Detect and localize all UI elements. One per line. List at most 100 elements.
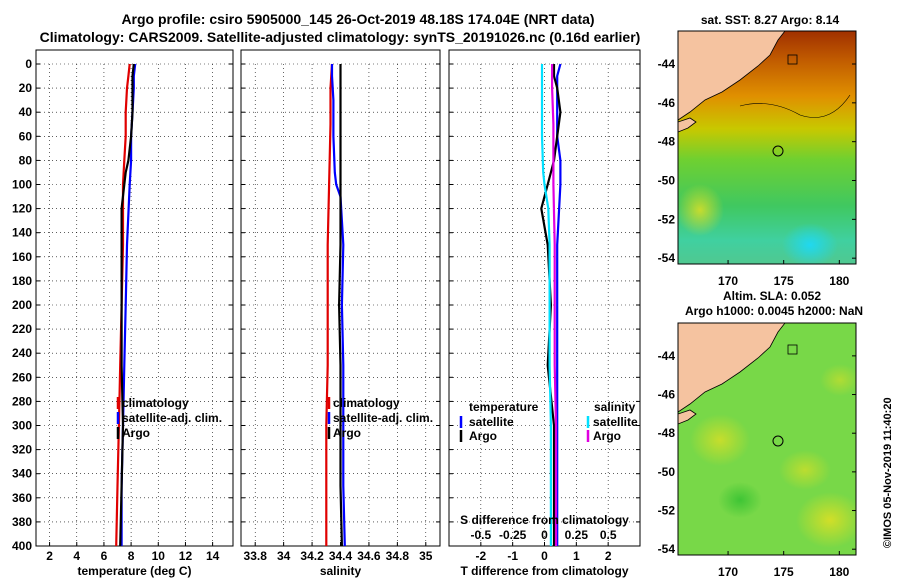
series-line bbox=[540, 64, 553, 546]
series-line bbox=[325, 63, 334, 546]
x-tick-label: 180 bbox=[829, 274, 849, 288]
x-tick-label: 33.8 bbox=[244, 549, 268, 563]
sst-map-title: sat. SST: 8.27 Argo: 8.14 bbox=[701, 13, 840, 27]
sst-cold-patch bbox=[782, 223, 838, 264]
sst-map-axes: 170 175 180 -44 -46 -48 -50 -52 -54 bbox=[658, 57, 856, 288]
y-tick-label: 400 bbox=[12, 539, 32, 553]
sla-map-axes: 170 175 180 -44 -46 -48 -50 -52 -54 bbox=[658, 349, 856, 579]
sst-land-stewart-island bbox=[678, 117, 697, 133]
y-tick-label: -44 bbox=[658, 57, 676, 71]
sla-patch-1 bbox=[690, 414, 750, 466]
sla-map-frame bbox=[677, 322, 857, 556]
x-tick-label: 10 bbox=[152, 549, 166, 563]
sst-chatham-marker bbox=[787, 54, 798, 65]
salinity-tick-label: 0.25 bbox=[565, 528, 589, 542]
sst-map bbox=[678, 31, 856, 264]
x-tick-label: 14 bbox=[206, 549, 220, 563]
sla-chatham-marker bbox=[787, 344, 798, 355]
y-tick-label: 320 bbox=[12, 443, 32, 457]
y-tick-label: -54 bbox=[658, 542, 676, 556]
series-line bbox=[337, 64, 343, 547]
x-tick-label: -1 bbox=[507, 549, 518, 563]
sla-patch-5 bbox=[820, 364, 856, 396]
y-tick-label: -50 bbox=[658, 465, 676, 479]
legend-label: Argo bbox=[593, 429, 621, 443]
y-tick-label: 340 bbox=[12, 467, 32, 481]
legend-label: satellite bbox=[593, 415, 638, 429]
x-tick-label: 34.2 bbox=[300, 549, 324, 563]
x-tick-label: 170 bbox=[718, 274, 738, 288]
sla-patch-4 bbox=[718, 482, 762, 518]
legend-label: Argo bbox=[469, 429, 497, 443]
salinity-tick-label: -0.25 bbox=[499, 528, 527, 542]
y-tick-label: -44 bbox=[658, 349, 676, 363]
x-tick-label: -2 bbox=[475, 549, 486, 563]
y-tick-label: 200 bbox=[12, 298, 32, 312]
x-tick-label: 1 bbox=[573, 549, 580, 563]
x-axis-label: salinity bbox=[320, 564, 362, 578]
x-tick-label: 170 bbox=[718, 565, 738, 579]
y-tick-label: 0 bbox=[25, 57, 32, 71]
sla-patch-2 bbox=[796, 492, 856, 548]
x-tick-label: 35 bbox=[419, 549, 433, 563]
x-tick-label: 12 bbox=[179, 549, 193, 563]
x-tick-label: 4 bbox=[73, 549, 80, 563]
y-tick-label: -48 bbox=[658, 426, 676, 440]
x-tick-label: 34 bbox=[277, 549, 291, 563]
x-tick-label: 34.8 bbox=[386, 549, 410, 563]
legend-label: satellite bbox=[469, 415, 514, 429]
y-tick-label: -48 bbox=[658, 135, 676, 149]
y-tick-label: -52 bbox=[658, 504, 676, 518]
legend-temperature-title: temperature bbox=[469, 400, 539, 414]
x-tick-label: 2 bbox=[46, 549, 53, 563]
legend-label: climatology bbox=[333, 396, 400, 410]
y-tick-label: 20 bbox=[19, 81, 33, 95]
y-tick-label: 360 bbox=[12, 491, 32, 505]
sla-map-title: Altim. SLA: 0.052 bbox=[723, 289, 821, 303]
series-line bbox=[540, 64, 562, 546]
x-axis-label: temperature (deg C) bbox=[77, 564, 191, 578]
y-tick-label: -50 bbox=[658, 174, 676, 188]
sst-contour bbox=[739, 94, 851, 118]
x-tick-label: 175 bbox=[774, 274, 794, 288]
y-tick-label: 300 bbox=[12, 419, 32, 433]
y-tick-label: -46 bbox=[658, 96, 676, 110]
x-tick-label: 34.4 bbox=[329, 549, 353, 563]
y-tick-label: 260 bbox=[12, 370, 32, 384]
series-line bbox=[550, 64, 558, 546]
y-tick-label: -54 bbox=[658, 251, 676, 265]
salinity-tick-label: -0.5 bbox=[470, 528, 491, 542]
x-tick-label: 0 bbox=[541, 549, 548, 563]
sla-patch-3 bbox=[779, 450, 831, 490]
salinity-panel: 33.8 34 34.2 34.4 34.6 34.8 35 salinity climatol… bbox=[240, 49, 441, 578]
sla-map-subtitle: Argo h1000: 0.0045 h2000: NaN bbox=[685, 304, 863, 318]
y-tick-label: 280 bbox=[12, 394, 32, 408]
x-tick-label: 8 bbox=[128, 549, 135, 563]
x-tick-label: 180 bbox=[829, 565, 849, 579]
sla-map bbox=[678, 323, 856, 555]
y-tick-label: -52 bbox=[658, 212, 676, 226]
x-tick-label: 6 bbox=[101, 549, 108, 563]
y-tick-label: 240 bbox=[12, 346, 32, 360]
y-tick-label: 180 bbox=[12, 274, 32, 288]
difference-panel: -2 -1 0 1 2T difference from climatology S di… bbox=[448, 49, 641, 578]
x-tick-label: 2 bbox=[605, 549, 612, 563]
y-tick-label: -46 bbox=[658, 388, 676, 402]
legend-label: satellite-adj. clim. bbox=[122, 411, 222, 425]
sla-land-stewart-island bbox=[678, 409, 697, 425]
x-axis-label: T difference from climatology bbox=[460, 564, 628, 578]
x-tick-label: 175 bbox=[774, 565, 794, 579]
sla-argo-position-marker bbox=[772, 435, 784, 447]
y-tick-label: 160 bbox=[12, 250, 32, 264]
y-tick-label: 100 bbox=[12, 178, 32, 192]
legend-salinity-title: salinity bbox=[594, 400, 636, 414]
y-tick-label: 140 bbox=[12, 226, 32, 240]
y-tick-label: 380 bbox=[12, 515, 32, 529]
y-tick-label: 60 bbox=[19, 129, 33, 143]
x-tick-label: 34.6 bbox=[357, 549, 381, 563]
temperature-panel: 0 20 40 60 80 100 120 140 160 180 200 220 240 260 280 3… bbox=[12, 49, 234, 578]
figure-title-line1: Argo profile: csiro 5905000_145 26-Oct-2… bbox=[121, 11, 594, 27]
series-line bbox=[115, 63, 131, 547]
sst-argo-position-marker bbox=[772, 145, 784, 157]
imos-watermark: ©IMOS 05-Nov-2019 11:40:20 bbox=[882, 397, 894, 548]
